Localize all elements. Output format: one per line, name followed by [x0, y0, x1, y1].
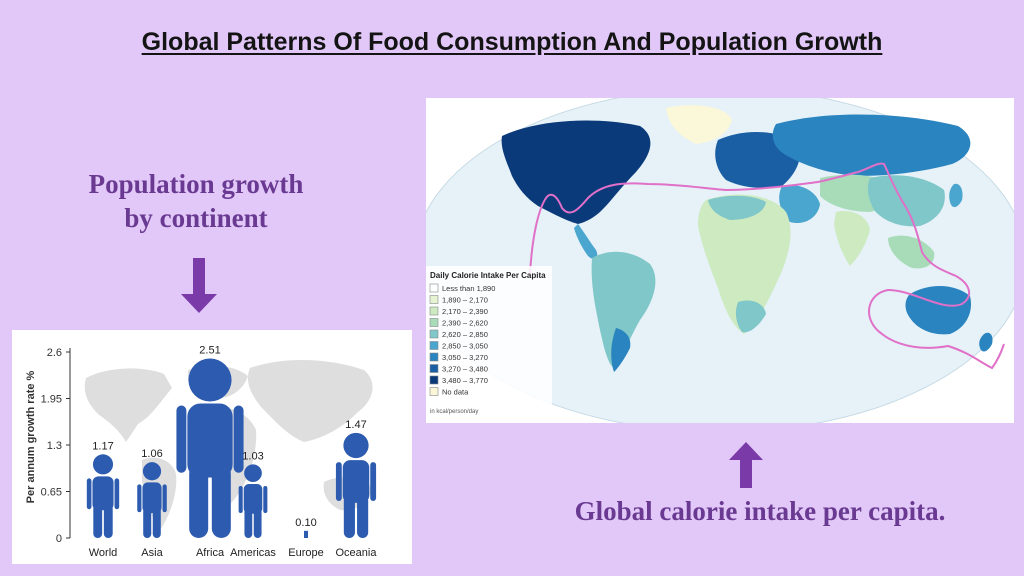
y-tick-label: 1.95: [41, 394, 62, 406]
legend-label: Less than 1,890: [442, 284, 495, 293]
y-tick-label: 1.3: [47, 440, 62, 452]
down-arrow-shape: [181, 258, 217, 313]
value-label: 1.03: [242, 450, 263, 462]
route-line: [529, 162, 1005, 370]
legend-unit: in kcal/person/day: [430, 409, 478, 415]
up-arrow-shape: [729, 442, 763, 488]
category-label: Americas: [230, 547, 276, 559]
legend-label: 1,890 – 2,170: [442, 296, 488, 305]
map-china: [867, 175, 945, 227]
category-label: Europe: [288, 547, 323, 559]
up-arrow-icon: [729, 442, 763, 488]
y-tick-label: 2.6: [47, 347, 62, 359]
population-figure-africa: [176, 358, 244, 538]
y-axis: 2.6 1.95 1.3 0.65 0: [41, 347, 71, 545]
map-greenland: [666, 105, 732, 144]
map-north-america: [501, 120, 651, 224]
map-south-america-south: [611, 328, 631, 372]
legend-label: 2,390 – 2,620: [442, 319, 488, 328]
map-southeast-asia: [888, 235, 935, 269]
y-axis-label: Per annum growth rate %: [25, 370, 37, 503]
category-label: World: [89, 547, 118, 559]
map-legend: Daily Calorie Intake Per Capita Less tha…: [426, 266, 552, 418]
map-south-america: [591, 251, 656, 370]
legend-title: Daily Calorie Intake Per Capita: [430, 271, 546, 280]
legend-label: 2,170 – 2,390: [442, 307, 488, 316]
legend-label: 3,480 – 3,770: [442, 376, 488, 385]
map-south-africa: [735, 300, 766, 333]
calorie-intake-map: Daily Calorie Intake Per Capita Less tha…: [426, 98, 1014, 423]
map-india: [834, 210, 870, 266]
map-russia: [772, 114, 971, 176]
population-figure-oceania: [335, 432, 377, 538]
legend-swatch: [429, 341, 439, 350]
legend-swatch: [429, 387, 439, 396]
legend-label: 2,850 – 3,050: [442, 342, 488, 351]
population-figure-world: [86, 454, 120, 538]
legend-label: No data: [442, 388, 469, 397]
legend-items: Less than 1,890 1,890 – 2,170 2,170 – 2,39…: [429, 283, 495, 397]
value-label: 1.47: [345, 419, 366, 431]
map-north-africa: [708, 195, 766, 220]
y-tick-label: 0.65: [41, 487, 62, 499]
y-tick-label: 0: [56, 533, 62, 545]
legend-swatch: [429, 283, 439, 293]
category-label: Oceania: [336, 547, 378, 559]
population-heading-line1: Population growth: [88, 169, 304, 199]
population-figure-americas: [238, 464, 268, 538]
population-heading: Population growth by continent: [62, 167, 330, 235]
map-africa: [698, 194, 791, 334]
category-label: Asia: [141, 547, 163, 559]
calorie-caption: Global calorie intake per capita.: [574, 496, 946, 526]
legend-label: 3,270 – 3,480: [442, 365, 488, 374]
down-arrow-icon: [181, 258, 217, 313]
population-growth-chart: 2.61.951.30.650 Per annum growth rate % …: [12, 330, 412, 564]
map-central-america: [574, 224, 598, 259]
population-figure-asia: [137, 462, 167, 538]
value-label: 1.17: [92, 440, 113, 452]
slide-title: Global Patterns Of Food Consumption And …: [141, 28, 883, 56]
legend-swatch: [429, 352, 439, 362]
value-label: 2.51: [199, 344, 220, 356]
legend-label: 2,620 – 2,850: [442, 330, 488, 339]
legend-swatch: [429, 375, 439, 385]
value-label: 1.06: [141, 448, 162, 460]
map-middle-east: [779, 184, 820, 224]
legend-label: 3,050 – 3,270: [442, 353, 488, 362]
legend-swatch: [429, 306, 439, 316]
legend-swatch: [429, 295, 439, 304]
map-new-zealand: [979, 332, 993, 352]
legend-swatch: [429, 329, 439, 339]
legend-background: [426, 266, 552, 418]
map-japan: [949, 183, 963, 208]
value-label: 0.10: [295, 517, 316, 529]
legend-swatch: [429, 364, 439, 373]
population-heading-line2: by continent: [124, 203, 268, 233]
population-figures: 1.17 World 1.06 Asia 2.51 Africa 1.03 Americas 0…: [86, 344, 378, 559]
population-figure-europe: [304, 530, 308, 538]
category-label: Africa: [196, 547, 225, 559]
legend-swatch: [429, 318, 439, 327]
